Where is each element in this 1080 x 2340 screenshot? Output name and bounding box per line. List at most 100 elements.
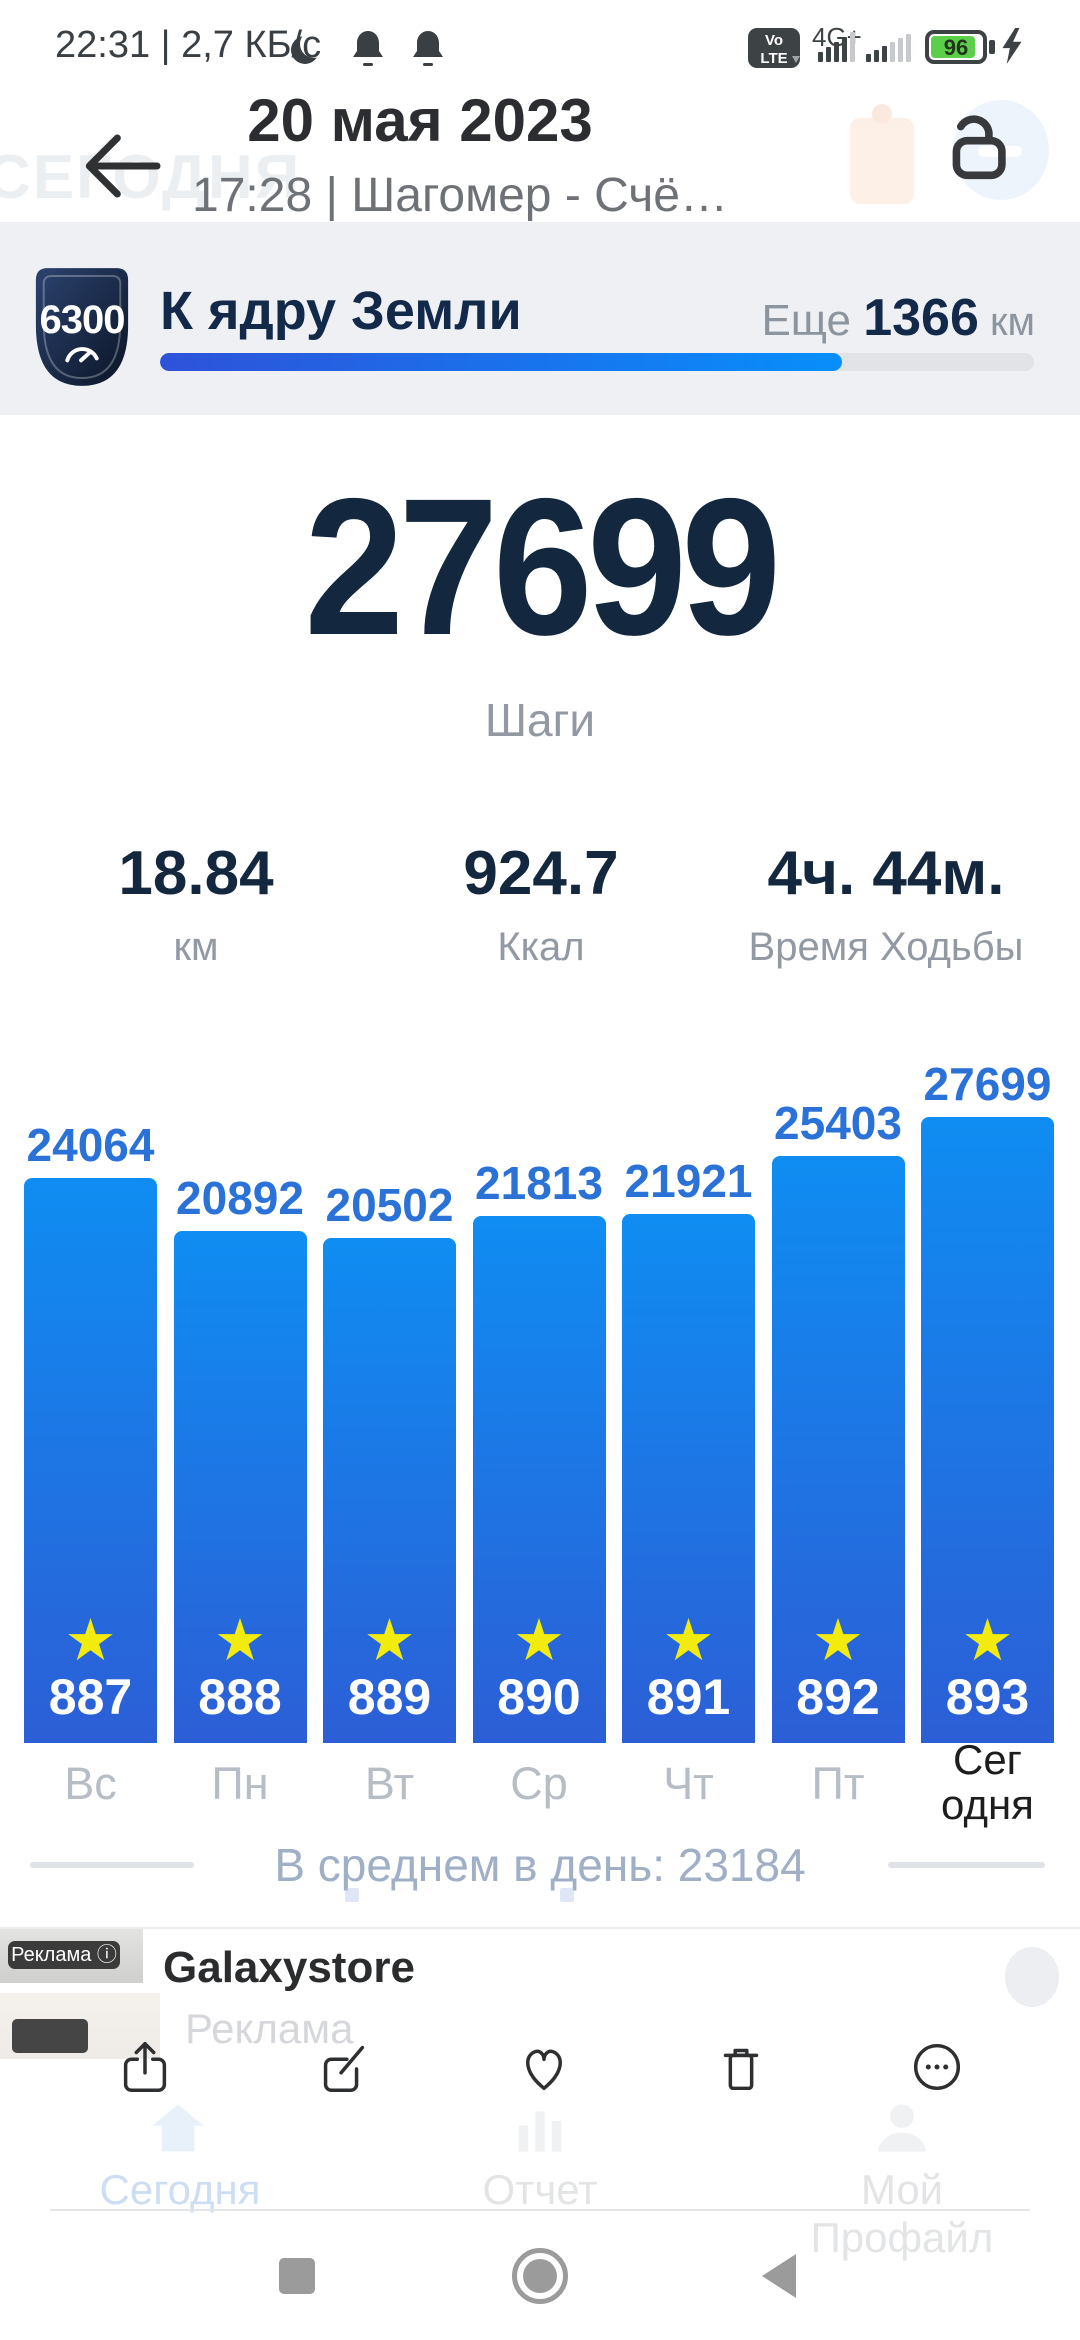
heart-icon — [526, 2049, 562, 2091]
bell-icon — [413, 31, 443, 66]
remaining-prefix: Еще — [761, 296, 864, 345]
data-arrows-icon — [792, 47, 800, 63]
signal-bars-2-icon — [866, 34, 911, 62]
status-bar: 22:31 | 2,7 КБ/с Vo LTE 4G+ 96 — [0, 0, 1080, 80]
average-per-day-text: В среднем в день: 23184 — [274, 1839, 806, 1891]
android-back-button[interactable] — [762, 2254, 796, 2298]
bar-day-number: 889 — [347, 1669, 432, 1725]
charging-bolt-icon — [1002, 28, 1022, 64]
day-label-Вт: Вт — [364, 1758, 415, 1809]
challenge-remaining: Еще 1366 км — [761, 288, 1035, 348]
bar-day-number: 888 — [198, 1669, 282, 1725]
bar-value-label: 27699 — [923, 1058, 1052, 1110]
chart-bar-Ср — [472, 1216, 606, 1743]
day-label-Пн: Пн — [211, 1758, 269, 1809]
day-label-Пт: Пт — [811, 1758, 865, 1809]
page-subtitle: 17:28 | Шагомер - Счё… — [192, 169, 728, 222]
delete-button[interactable] — [710, 2036, 772, 2098]
stat-calories-label: Ккал — [497, 925, 585, 969]
faded-chart-icon — [518, 2111, 562, 2152]
star-icon: ★ — [662, 1608, 715, 1673]
steps-label: Шаги — [484, 694, 596, 746]
stat-walk-time-value: 4ч. 44м. — [767, 839, 1005, 908]
ad-separator — [0, 1927, 1080, 1929]
faded-artifact — [560, 1888, 574, 1902]
ad-badge: Реклама ⓘ — [8, 1941, 120, 1969]
chart-bar-Чт — [622, 1214, 755, 1743]
battery-icon: 96 — [925, 30, 987, 64]
star-icon: ★ — [513, 1608, 565, 1673]
bar-value-label: 24064 — [26, 1119, 155, 1171]
signal-bars-icon — [818, 32, 855, 62]
favorite-button[interactable] — [513, 2036, 575, 2098]
stat-walk-time: 4ч. 44м. Время Ходьбы — [700, 838, 1072, 970]
stat-distance-label: км — [173, 925, 219, 969]
challenge-progress-fill — [160, 353, 842, 371]
day-label-Сегодня: Сег одня — [941, 1736, 1034, 1828]
bar-day-number: 892 — [796, 1669, 880, 1725]
star-icon: ★ — [214, 1608, 266, 1673]
edit-icon — [323, 2045, 365, 2092]
challenge-banner[interactable]: 6300 К ядру Земли Еще 1366 км — [0, 222, 1080, 415]
moon-dnd-icon — [300, 30, 328, 58]
faded-nav-today: Сегодня — [99, 2166, 261, 2213]
star-icon: ★ — [812, 1608, 864, 1673]
gauge-icon — [65, 347, 99, 363]
average-divider-right — [888, 1862, 1045, 1868]
remaining-value: 1366 — [863, 289, 979, 347]
bar-value-label: 25403 — [774, 1097, 902, 1149]
trash-icon — [723, 2048, 759, 2091]
steps-count: 27699 — [304, 458, 781, 676]
day-label-Чт: Чт — [663, 1758, 714, 1809]
challenge-title: К ядру Земли — [160, 281, 522, 341]
share-icon — [123, 2042, 167, 2092]
bar-value-label: 20892 — [176, 1172, 304, 1224]
day-label-Вс: Вс — [64, 1758, 117, 1809]
more-button[interactable] — [906, 2036, 968, 2098]
nav-separator — [50, 2209, 1030, 2211]
stat-distance: 18.84 км — [46, 838, 346, 970]
share-button[interactable] — [114, 2036, 176, 2098]
remaining-unit: км — [978, 300, 1035, 344]
bar-value-label: 21921 — [624, 1155, 753, 1207]
challenge-badge-shield — [35, 268, 129, 386]
badge-level-number: 6300 — [39, 298, 126, 342]
battery-nub — [989, 40, 995, 54]
star-icon: ★ — [64, 1608, 117, 1673]
more-icon — [913, 2043, 961, 2091]
chart-bar-Пт — [771, 1156, 905, 1743]
star-icon: ★ — [961, 1608, 1014, 1673]
bar-value-label: 21813 — [475, 1157, 603, 1209]
bar-value-label: 20502 — [325, 1179, 454, 1231]
faded-background-text: СЕГОДНЯ — [0, 143, 302, 212]
stat-calories-value: 924.7 — [463, 839, 619, 908]
chart-bar-Пн — [173, 1231, 307, 1743]
faded-nav-report: Отчет — [482, 2166, 598, 2213]
page-title-date: 20 мая 2023 — [247, 87, 593, 154]
battery-percent: 96 — [943, 35, 969, 60]
faded-ad-image-dark — [12, 2019, 88, 2053]
faded-gift-icon — [850, 104, 914, 204]
bell-icon — [353, 31, 383, 66]
star-icon: ★ — [363, 1608, 416, 1673]
ad-title[interactable]: Galaxystore — [163, 1943, 415, 1992]
chart-bar-Сегодня — [921, 1117, 1054, 1743]
stat-walk-time-label: Время Ходьбы — [748, 925, 1024, 969]
bar-day-number: 887 — [48, 1669, 133, 1725]
faded-nav-profile: Мой Профайл — [810, 2166, 994, 2261]
status-time-speed: 22:31 | 2,7 КБ/с — [55, 24, 322, 66]
chart-bar-Вс — [24, 1178, 157, 1743]
faded-home-icon — [152, 2104, 204, 2152]
back-arrow-button[interactable] — [80, 128, 164, 204]
day-label-Ср: Ср — [510, 1758, 568, 1809]
volte-badge-icon: Vo LTE — [748, 28, 800, 68]
edit-button[interactable] — [312, 2036, 374, 2098]
stat-distance-value: 18.84 — [118, 839, 274, 908]
recents-button[interactable] — [279, 2258, 315, 2294]
faded-ad-label: Реклама — [185, 2005, 354, 2052]
unlock-icon-button[interactable] — [938, 106, 1016, 184]
home-button[interactable] — [512, 2248, 568, 2304]
faded-profile-icon — [878, 2104, 926, 2152]
faded-avatar-circle — [1005, 1947, 1059, 2007]
